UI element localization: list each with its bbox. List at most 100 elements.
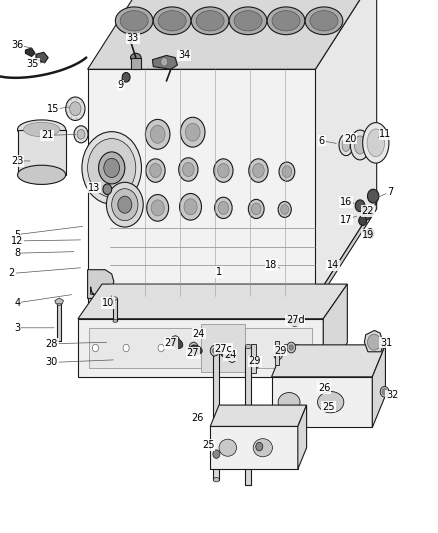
Text: 27: 27	[165, 338, 177, 348]
Circle shape	[189, 342, 198, 353]
Text: 36: 36	[11, 40, 24, 50]
Ellipse shape	[234, 11, 262, 31]
Polygon shape	[298, 405, 307, 469]
Circle shape	[185, 123, 200, 141]
Circle shape	[82, 132, 141, 204]
Circle shape	[180, 117, 205, 147]
Ellipse shape	[318, 391, 344, 413]
Circle shape	[366, 229, 374, 238]
Polygon shape	[272, 377, 372, 427]
Text: 6: 6	[319, 136, 325, 146]
Text: 20: 20	[344, 134, 357, 143]
Circle shape	[253, 164, 264, 177]
Bar	[57, 304, 61, 341]
Ellipse shape	[339, 134, 353, 156]
Ellipse shape	[350, 130, 370, 160]
Polygon shape	[210, 405, 307, 426]
Circle shape	[151, 200, 164, 216]
Ellipse shape	[190, 345, 202, 354]
Polygon shape	[88, 270, 114, 298]
Text: 30: 30	[46, 358, 58, 367]
Circle shape	[212, 348, 217, 353]
Circle shape	[279, 162, 295, 181]
Ellipse shape	[113, 319, 117, 322]
Circle shape	[214, 159, 233, 182]
Text: 34: 34	[178, 51, 190, 60]
Circle shape	[104, 158, 120, 177]
Ellipse shape	[113, 297, 117, 300]
Ellipse shape	[310, 11, 338, 31]
Text: 3: 3	[14, 323, 21, 333]
Ellipse shape	[367, 129, 385, 157]
Ellipse shape	[115, 7, 153, 35]
Text: 13: 13	[88, 183, 100, 192]
Ellipse shape	[213, 478, 219, 482]
Circle shape	[161, 58, 168, 66]
Circle shape	[147, 195, 169, 221]
Ellipse shape	[120, 11, 148, 31]
Text: 11: 11	[379, 130, 392, 139]
Ellipse shape	[153, 7, 191, 35]
Text: 1: 1	[216, 267, 222, 277]
Polygon shape	[89, 328, 312, 368]
Circle shape	[202, 344, 208, 352]
Circle shape	[146, 159, 165, 182]
Polygon shape	[364, 330, 383, 352]
Ellipse shape	[272, 11, 300, 31]
Text: 22: 22	[362, 206, 374, 216]
Circle shape	[215, 197, 232, 219]
Circle shape	[248, 199, 264, 219]
Ellipse shape	[131, 53, 141, 62]
Circle shape	[66, 97, 85, 120]
Circle shape	[218, 164, 229, 177]
Ellipse shape	[191, 7, 229, 35]
Circle shape	[183, 163, 194, 176]
Text: 5: 5	[14, 230, 21, 239]
Text: 15: 15	[47, 104, 60, 114]
Ellipse shape	[18, 120, 66, 139]
Text: 27: 27	[187, 348, 199, 358]
Ellipse shape	[229, 7, 267, 35]
Polygon shape	[210, 426, 298, 469]
Ellipse shape	[278, 392, 300, 411]
Polygon shape	[88, 298, 315, 305]
Text: 23: 23	[11, 156, 24, 166]
Circle shape	[74, 126, 88, 143]
Circle shape	[230, 354, 234, 360]
Ellipse shape	[24, 123, 60, 137]
Circle shape	[250, 344, 256, 352]
Text: 9: 9	[117, 80, 124, 90]
Text: 8: 8	[14, 248, 21, 258]
Ellipse shape	[18, 165, 66, 184]
Circle shape	[77, 130, 85, 139]
Circle shape	[276, 352, 280, 357]
Ellipse shape	[363, 123, 389, 163]
Ellipse shape	[196, 11, 224, 31]
Circle shape	[191, 345, 196, 350]
Circle shape	[289, 345, 293, 350]
Text: 33: 33	[127, 34, 139, 43]
Text: 21: 21	[41, 131, 53, 140]
Circle shape	[150, 125, 165, 143]
Text: 16: 16	[340, 197, 352, 207]
Text: 29: 29	[249, 357, 261, 366]
Circle shape	[179, 158, 198, 181]
Circle shape	[112, 189, 138, 221]
Circle shape	[363, 209, 371, 220]
Text: 26: 26	[318, 383, 330, 393]
Polygon shape	[78, 319, 323, 377]
Circle shape	[103, 184, 112, 195]
Polygon shape	[272, 345, 385, 377]
Circle shape	[380, 386, 389, 397]
Circle shape	[99, 152, 125, 184]
Polygon shape	[91, 287, 115, 298]
Ellipse shape	[170, 338, 183, 349]
Text: 28: 28	[46, 339, 58, 349]
Circle shape	[150, 164, 161, 177]
Circle shape	[158, 344, 164, 352]
Circle shape	[355, 200, 365, 212]
Circle shape	[282, 166, 292, 177]
Circle shape	[180, 193, 201, 220]
Polygon shape	[315, 203, 377, 305]
Ellipse shape	[57, 302, 61, 305]
